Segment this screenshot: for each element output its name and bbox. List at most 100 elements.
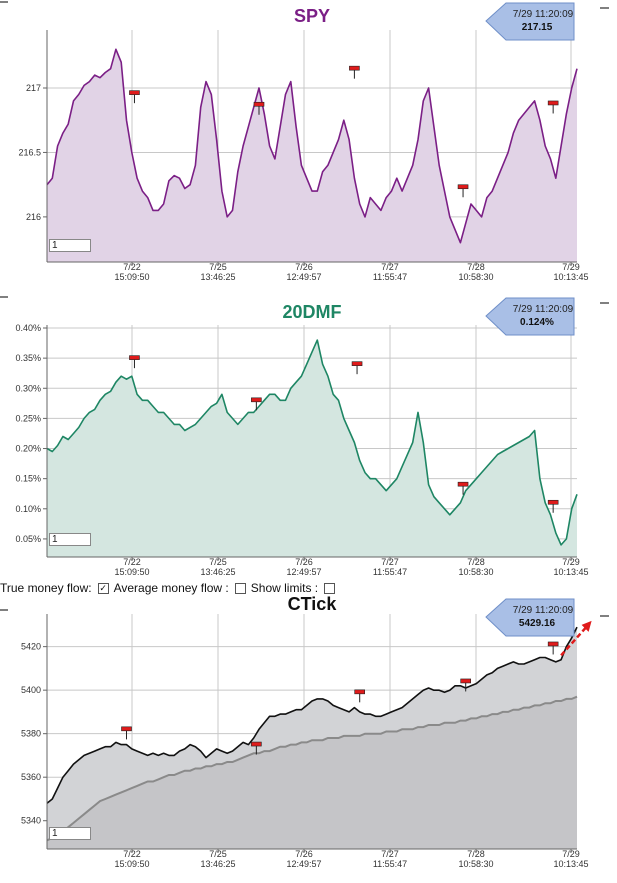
callout-value: 0.124% — [520, 317, 554, 328]
price-callout: 7/29 11:20:09 0.124% — [485, 297, 575, 336]
x-tick-date: 7/28 — [467, 557, 485, 567]
x-tick-time: 15:09:50 — [114, 567, 149, 577]
spy-chart-input[interactable]: 1 — [49, 239, 91, 252]
callout-box — [485, 297, 575, 336]
y-tick-label: 0.30% — [15, 383, 41, 393]
x-tick-date: 7/27 — [381, 557, 399, 567]
marker-flag — [547, 100, 559, 106]
x-tick-date: 7/29 — [562, 849, 580, 859]
x-tick-time: 11:55:47 — [373, 567, 407, 577]
chart-title: 20DMF — [282, 302, 341, 322]
y-tick-label: 0.15% — [15, 474, 41, 484]
x-tick-date: 7/25 — [209, 262, 227, 272]
x-tick-date: 7/22 — [123, 557, 141, 567]
x-tick-time: 10:58:30 — [458, 272, 493, 282]
y-tick-label: 217 — [26, 83, 41, 93]
x-tick-date: 7/25 — [209, 849, 227, 859]
x-tick-date: 7/26 — [295, 262, 313, 272]
x-tick-time: 13:46:25 — [200, 567, 235, 577]
x-tick-time: 12:49:57 — [286, 859, 321, 869]
price-callout: 7/29 11:20:09 217.15 — [485, 2, 575, 41]
show-limits-label: Show limits : — [250, 581, 319, 595]
x-tick-time: 15:09:50 — [114, 272, 149, 282]
marker-flag — [121, 726, 132, 732]
dmf-chart: 0.05% 0.10% 0.15% 0.20% 0.25% 0.30% 0.35% 0.40%… — [0, 296, 609, 577]
x-tick-time: 12:49:57 — [286, 272, 321, 282]
marker-flag — [460, 678, 472, 684]
x-tick-date: 7/28 — [467, 262, 485, 272]
callout-timestamp: 7/29 11:20:09 — [513, 304, 574, 315]
y-tick-label: 0.35% — [15, 353, 41, 363]
show-limits-checkbox[interactable] — [324, 582, 336, 594]
x-tick-time: 13:46:25 — [200, 272, 235, 282]
series-line — [46, 339, 578, 546]
average-money-flow-checkbox[interactable] — [234, 582, 246, 594]
y-tick-label: 0.05% — [15, 534, 41, 544]
average-area — [47, 696, 577, 849]
trend-arrow — [560, 627, 587, 657]
dmf-chart-input[interactable]: 1 — [49, 533, 91, 546]
x-tick-time: 10:13:45 — [553, 859, 588, 869]
marker-flag — [354, 689, 366, 695]
marker-flag — [251, 741, 262, 747]
x-tick-time: 11:55:47 — [373, 859, 407, 869]
callout-box — [485, 2, 575, 41]
callout-timestamp: 7/29 11:20:09 — [513, 605, 574, 616]
x-tick-time: 10:13:45 — [553, 272, 588, 282]
y-tick-label: 0.20% — [15, 444, 41, 454]
x-tick-date: 7/29 — [562, 557, 580, 567]
y-tick-label: 5360 — [21, 772, 41, 782]
average-money-flow-label: Average money flow : — [113, 581, 229, 595]
x-tick-time: 13:46:25 — [200, 859, 235, 869]
callout-timestamp: 7/29 11:20:09 — [513, 9, 574, 20]
true-money-flow-checkbox[interactable]: ✓ — [97, 582, 109, 594]
x-tick-date: 7/22 — [123, 849, 141, 859]
marker-flag — [253, 101, 265, 107]
marker-flag — [547, 499, 559, 505]
ctick-chart-input[interactable]: 1 — [49, 827, 91, 840]
y-tick-label: 216.5 — [18, 147, 41, 157]
spy-chart: 216216.52177/2215:09:507/2513:46:257/261… — [0, 1, 609, 282]
x-tick-date: 7/27 — [381, 849, 399, 859]
marker-flag — [129, 90, 140, 95]
chart-title: CTick — [288, 596, 338, 614]
series-line — [46, 626, 578, 804]
x-tick-date: 7/22 — [123, 262, 141, 272]
y-tick-label: 216 — [26, 212, 41, 222]
callout-box — [485, 598, 575, 637]
marker-flag — [349, 65, 360, 71]
x-tick-date: 7/28 — [467, 849, 485, 859]
y-tick-label: 5340 — [21, 816, 41, 826]
trend-arrowhead — [581, 620, 592, 632]
x-tick-time: 10:13:45 — [553, 567, 588, 577]
y-tick-label: 0.40% — [15, 323, 41, 333]
series-area — [47, 340, 577, 557]
x-tick-time: 10:58:30 — [458, 567, 493, 577]
x-tick-date: 7/29 — [562, 262, 580, 272]
marker-flag — [457, 481, 469, 487]
true-money-flow-label: True money flow: — [0, 581, 92, 595]
callout-value: 5429.16 — [519, 618, 556, 629]
callout-value: 217.15 — [522, 22, 553, 33]
price-callout: 7/29 11:20:09 5429.16 — [485, 598, 575, 637]
y-tick-label: 5400 — [21, 685, 41, 695]
y-tick-label: 0.10% — [15, 504, 41, 514]
marker-flag — [351, 361, 363, 366]
x-tick-date: 7/25 — [209, 557, 227, 567]
x-tick-date: 7/26 — [295, 849, 313, 859]
marker-flag — [547, 641, 559, 647]
x-tick-time: 12:49:57 — [286, 567, 321, 577]
marker-flag — [457, 184, 469, 190]
average-money-flow-line — [46, 695, 578, 842]
marker-flag — [129, 355, 140, 360]
y-tick-label: 5380 — [21, 729, 41, 739]
x-tick-date: 7/26 — [295, 557, 313, 567]
money-flow-controls: True money flow: ✓ Average money flow : … — [0, 580, 338, 596]
series-area — [47, 49, 577, 262]
marker-flag — [251, 397, 262, 403]
x-tick-time: 10:58:30 — [458, 859, 493, 869]
x-tick-date: 7/27 — [381, 262, 399, 272]
chart-title: SPY — [294, 6, 330, 26]
x-tick-time: 15:09:50 — [114, 859, 149, 869]
